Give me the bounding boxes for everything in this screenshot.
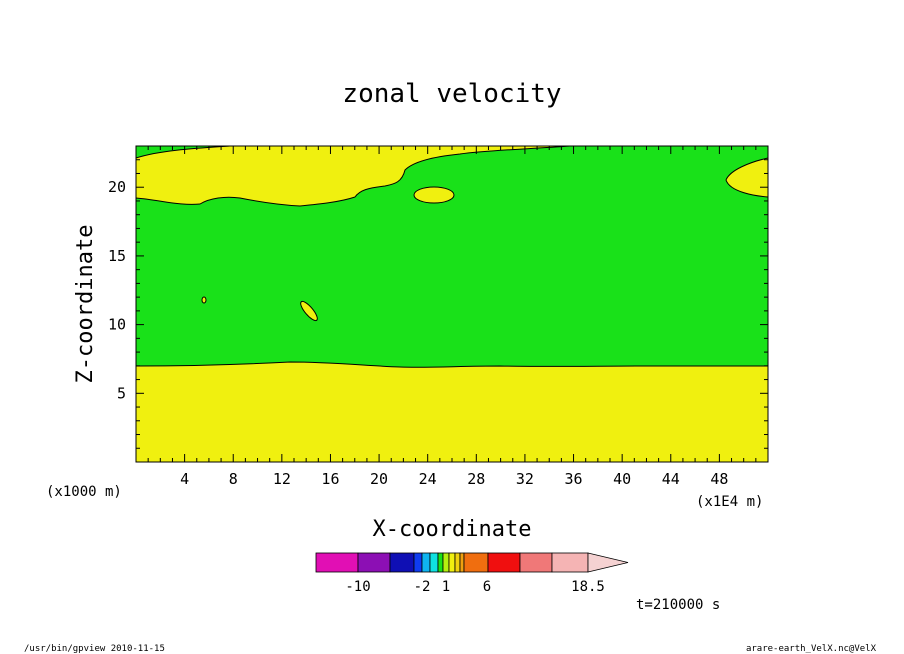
colorbar-label: -2 [414, 579, 431, 595]
x-tick-label: 12 [273, 470, 291, 488]
y-tick-label: 20 [108, 178, 126, 196]
colorbar-label: -10 [345, 579, 370, 595]
colorbar-segment [463, 552, 489, 573]
colorbar: -10 -2 1 6 18.5 [315, 552, 629, 595]
colorbar-segment [519, 552, 553, 573]
y-axis-label: Z-coordinate [73, 225, 98, 384]
colorbar-label: 1 [442, 579, 450, 595]
colorbar-segment [413, 552, 423, 573]
x-tick-label: 16 [321, 470, 339, 488]
yellow-dot [201, 296, 207, 304]
colorbar-segment [437, 552, 444, 573]
colorbar-segment [429, 552, 439, 573]
x-tick-label: 8 [229, 470, 238, 488]
x-tick-label: 48 [710, 470, 728, 488]
z-unit-note: (x1000 m) [46, 484, 122, 500]
y-tick-label: 10 [108, 316, 126, 334]
colorbar-segment [442, 552, 450, 573]
x-tick-label: 40 [613, 470, 631, 488]
colorbar-segment [389, 552, 415, 573]
colorbar-segment [551, 552, 589, 573]
x-tick-label: 4 [180, 470, 189, 488]
colorbar-segment [487, 552, 521, 573]
colorbar-label: 6 [483, 579, 491, 595]
colorbar-segment [448, 552, 456, 573]
x-tick-label: 20 [370, 470, 388, 488]
colorbar-segment [315, 552, 359, 573]
colorbar-extend-arrow [587, 552, 629, 573]
time-label: t=210000 s [636, 597, 720, 613]
x-tick-label: 28 [467, 470, 485, 488]
footer-right: arare-earth_VelX.nc@VelX [746, 644, 877, 654]
x-unit-note: (x1E4 m) [696, 494, 763, 510]
x-tick-label: 36 [565, 470, 583, 488]
x-tick-label: 44 [662, 470, 680, 488]
colorbar-segment [459, 552, 465, 573]
x-tick-label: 24 [419, 470, 437, 488]
y-tick-label: 5 [117, 384, 126, 402]
x-axis-label: X-coordinate [373, 517, 532, 542]
middle-green-region [135, 145, 769, 368]
chart-title: zonal velocity [342, 79, 561, 109]
x-tick-label: 32 [516, 470, 534, 488]
footer-left: /usr/bin/gpview 2010-11-15 [24, 644, 165, 654]
yellow-oval-high [413, 186, 455, 204]
colorbar-segment [454, 552, 461, 573]
plot-area [135, 145, 769, 463]
yellow-oval-mid [300, 300, 318, 322]
colorbar-segment [357, 552, 391, 573]
colorbar-segment [421, 552, 431, 573]
y-tick-label: 15 [108, 247, 126, 265]
colorbar-label: 18.5 [571, 579, 605, 595]
